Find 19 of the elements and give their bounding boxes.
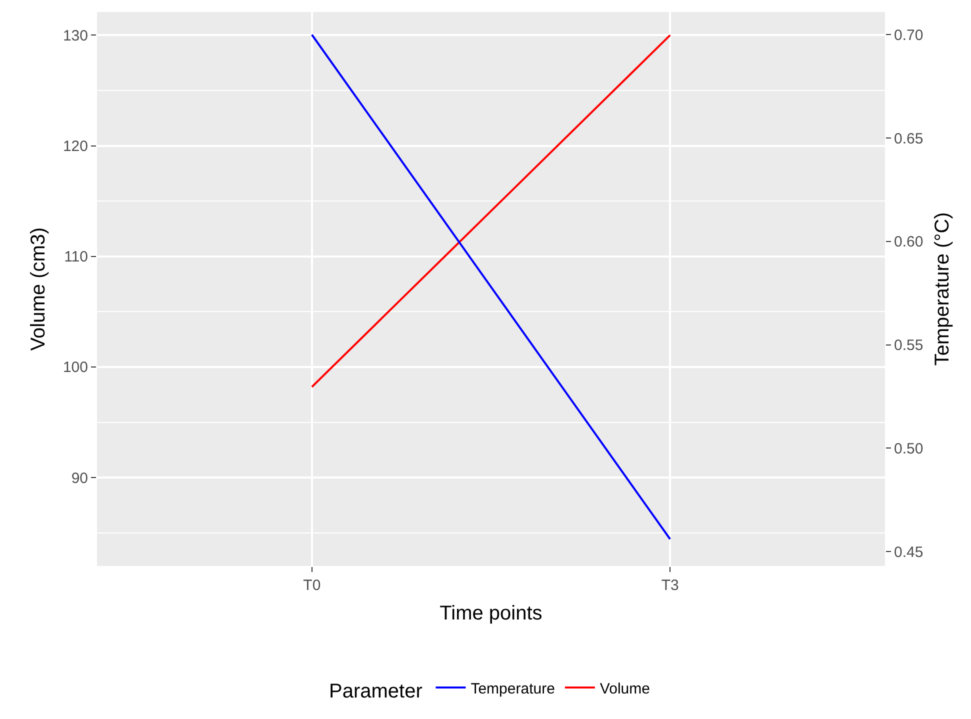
legend-title: Parameter <box>329 680 423 702</box>
y2-tick-label: 0.45 <box>894 544 924 561</box>
y-tick-label: 130 <box>62 27 88 44</box>
y2-tick-label: 0.50 <box>894 440 924 458</box>
y-tick-label: 120 <box>62 138 88 156</box>
y2-axis-title: Temperature (°C) <box>932 212 954 366</box>
x-axis-title: Time points <box>440 602 542 624</box>
y2-tick-label: 0.70 <box>894 26 924 44</box>
x-tick-label: T0 <box>303 577 321 594</box>
legend-label: Temperature <box>470 680 555 698</box>
y2-tick-label: 0.65 <box>894 130 924 148</box>
y-axis-title: Volume (cm3) <box>27 227 50 351</box>
y-tick-label: 110 <box>64 248 88 266</box>
x-tick-label: T3 <box>661 577 679 594</box>
y2-tick-label: 0.55 <box>894 337 924 354</box>
y-tick-label: 90 <box>71 470 88 487</box>
y2-tick-label: 0.60 <box>894 234 924 251</box>
y-tick-label: 100 <box>62 359 88 376</box>
legend-label: Volume <box>600 680 650 698</box>
